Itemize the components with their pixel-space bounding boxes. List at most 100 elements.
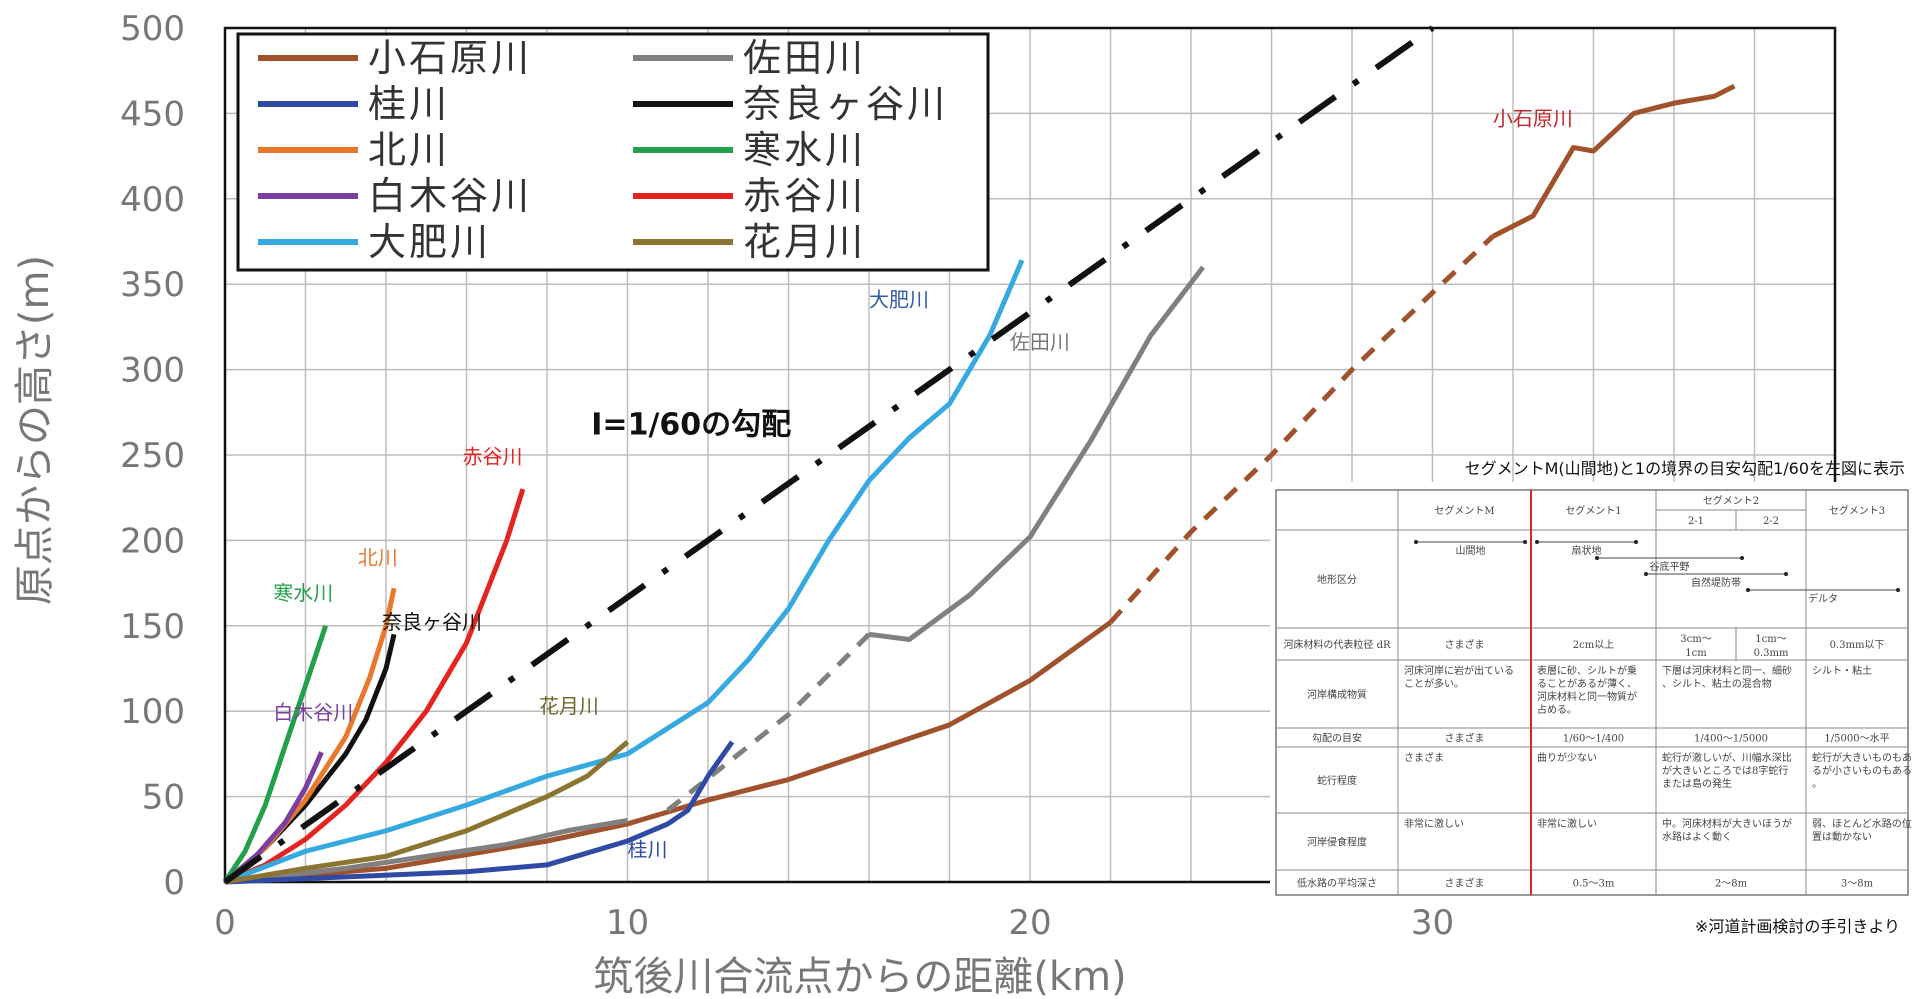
table-cell: 1/400〜1/5000: [1694, 734, 1768, 745]
legend-label: 小石原川: [368, 36, 532, 80]
legend-label: 赤谷川: [743, 174, 866, 218]
table-cell: さまざま: [1445, 732, 1485, 745]
table-cell: さまざま: [1445, 877, 1485, 890]
table-header: セグメント2: [1703, 494, 1759, 507]
terrain-label: デルタ: [1808, 592, 1838, 605]
table-cell-line: シルト・粘土: [1812, 664, 1872, 677]
table-row-label: 河床材料の代表粒径 dR: [1283, 638, 1391, 651]
reference-line-label: I=1/60の勾配: [591, 408, 791, 443]
table-cell: 1cm〜: [1755, 634, 1786, 645]
x-tick-label: 10: [606, 903, 649, 943]
table-cell-line: または島の発生: [1662, 777, 1732, 790]
y-tick-label: 300: [120, 351, 185, 391]
table-cell-line: 河床材料と同一物質が: [1537, 690, 1637, 703]
y-tick-label: 100: [120, 692, 185, 732]
table-cell-line: ることがあるが薄く、: [1537, 677, 1637, 690]
x-tick-label: 30: [1411, 903, 1454, 943]
terrain-range-start: [1746, 588, 1750, 592]
terrain-range-start: [1414, 540, 1418, 544]
table-cell-line: 占める。: [1537, 703, 1577, 716]
series-line-0-upper: [1491, 83, 1736, 239]
series-line-2: [224, 740, 735, 885]
table-cell-line: 中。河床材料が大きいほうが: [1662, 817, 1792, 830]
terrain-range-end: [1784, 572, 1788, 576]
y-tick-labels: 0 50 100 150 200 250 300 350 400 450 500: [120, 9, 185, 903]
series-line-5: [222, 625, 328, 884]
table-cell: 0.3mm: [1754, 648, 1789, 659]
series-dashed-1: [666, 632, 871, 813]
x-axis-label: 筑後川合流点からの距離(km): [593, 954, 1126, 999]
table-row-label: 勾配の目安: [1312, 732, 1362, 745]
legend-box: [236, 32, 990, 272]
y-tick-label: 450: [120, 94, 185, 134]
x-tick-label: 0: [214, 903, 236, 943]
table-cell: 0.5〜3m: [1573, 879, 1615, 890]
table-cell-line: 非常に激しい: [1404, 817, 1464, 830]
series-annotation: 赤谷川: [462, 445, 522, 469]
y-tick-label: 0: [163, 863, 185, 903]
table-cell-line: が大きいところでは8字蛇行: [1662, 764, 1788, 777]
table-cell: 1/60〜1/400: [1563, 734, 1624, 745]
legend-label: 奈良ヶ谷川: [743, 82, 948, 126]
series-annotation: 桂川: [628, 837, 668, 861]
table-row-label: 河岸構成物質: [1307, 688, 1367, 701]
table-cell-line: 表層に砂、シルトが乗: [1537, 664, 1637, 677]
series-line-9: [224, 740, 630, 885]
table-cell-line: 下層は河床材料と同一、細砂: [1662, 664, 1792, 677]
y-tick-label: 400: [120, 180, 185, 220]
terrain-label: 扇状地: [1572, 544, 1602, 557]
series-line-1-upper: [868, 265, 1206, 642]
inset-caption: セグメントM(山間地)と1の境界の目安勾配1/60を左図に表示: [1465, 459, 1905, 478]
reference-slope-line: [223, 25, 1435, 885]
table-cell-line: るが小さいものもある: [1812, 764, 1912, 777]
series-line-0: [224, 620, 1112, 885]
table-cell-line: 河床河岸に岩が出ている: [1404, 664, 1514, 677]
x-tick-label: 20: [1008, 903, 1051, 943]
y-tick-label: 150: [120, 607, 185, 647]
series-annotation: 佐田川: [1010, 330, 1070, 354]
table-cell-line: さまざま: [1404, 751, 1444, 764]
series-annotation: 奈良ヶ谷川: [382, 610, 482, 634]
series-line-7: [224, 488, 526, 885]
series-line-1: [224, 818, 628, 885]
table-cell-line: ことが多い。: [1404, 677, 1464, 690]
table-cell-line: 置は動かない: [1812, 830, 1872, 843]
terrain-range-end: [1740, 556, 1744, 560]
table-header: セグメント3: [1829, 504, 1885, 517]
table-subheader: 2-1: [1688, 516, 1704, 527]
terrain-range-start: [1535, 540, 1539, 544]
table-cell: 3cm〜: [1680, 634, 1711, 645]
series-annotation: 寒水川: [273, 581, 333, 605]
terrain-label: 谷底平野: [1650, 560, 1690, 573]
inset-source: ※河道計画検討の手引きより: [1695, 917, 1900, 936]
table-cell-line: 。: [1812, 779, 1822, 790]
legend-label: 寒水川: [743, 128, 866, 172]
table-row-label: 低水路の平均深さ: [1297, 877, 1377, 890]
y-tick-label: 500: [120, 9, 185, 49]
terrain-range-start: [1595, 556, 1599, 560]
reference-line-group: I=1/60の勾配: [223, 25, 1435, 885]
series-annotation: 小石原川: [1493, 106, 1573, 130]
x-tick-labels: 0 10 20 30: [214, 903, 1454, 943]
table-header: セグメント1: [1565, 504, 1621, 517]
table-cell-line: 、シルト、粘土の混合物: [1662, 677, 1772, 690]
y-tick-label: 50: [142, 778, 185, 818]
series-annotation: 大肥川: [869, 287, 929, 311]
table-cell: 2cm以上: [1573, 639, 1614, 651]
table-cell-line: 弱、ほとんど水路の位: [1812, 817, 1912, 830]
table-cell: 1cm: [1685, 648, 1707, 659]
table-cell: 3〜8m: [1841, 879, 1874, 890]
plot-frame: [223, 26, 1837, 884]
y-tick-label: 350: [120, 265, 185, 305]
terrain-range-end: [1896, 588, 1900, 592]
legend-label: 大肥川: [368, 220, 491, 264]
legend-label: 花月川: [743, 220, 866, 264]
y-axis-label: 原点からの高さ(m): [12, 255, 58, 605]
terrain-label: 山間地: [1456, 544, 1486, 557]
terrain-label: 自然堤防帯: [1691, 576, 1741, 589]
segment-table-inset: セグメントM(山間地)と1の境界の目安勾配1/60を左図に表示 セグメントM セグ…: [1270, 459, 1912, 936]
terrain-range-start: [1644, 572, 1648, 576]
table-frame: [1275, 489, 1909, 896]
